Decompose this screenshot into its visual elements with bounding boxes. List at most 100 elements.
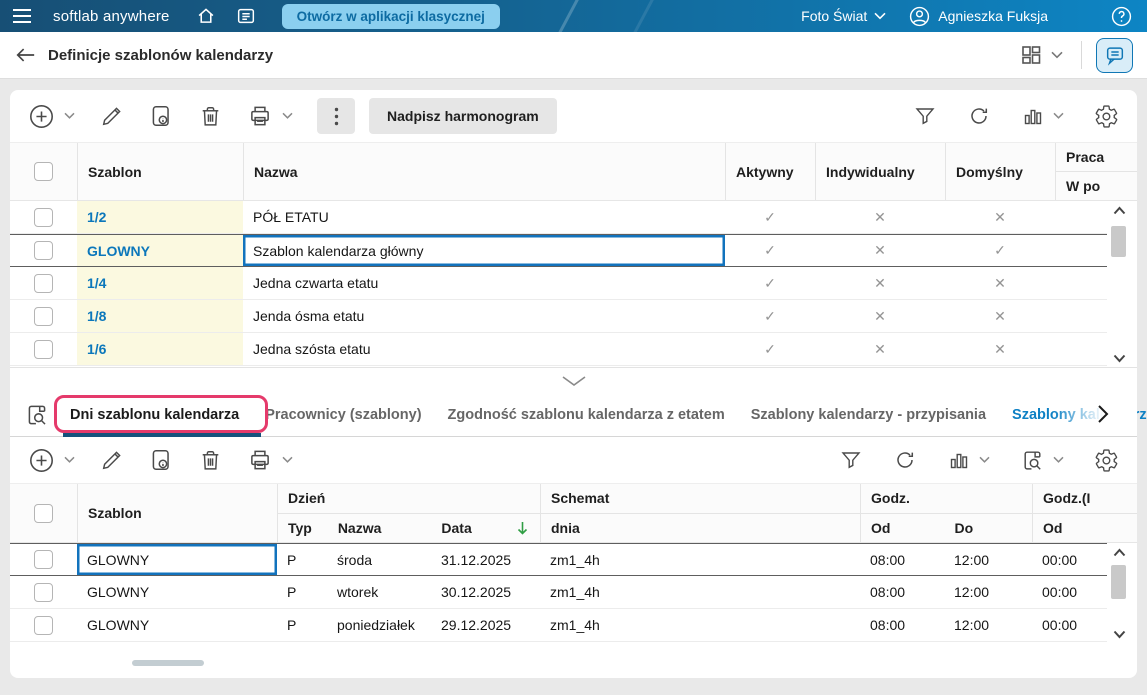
cell-nazwa[interactable]: PÓŁ ETATU xyxy=(253,209,329,225)
cell-szablon[interactable]: 1/2 xyxy=(77,201,243,233)
cell-nazwa-selected[interactable]: Szablon kalendarza główny xyxy=(243,235,725,266)
edit-button[interactable] xyxy=(99,448,124,473)
cell-nazwa[interactable]: Jedna szósta etatu xyxy=(253,341,371,357)
details-button[interactable] xyxy=(148,447,174,473)
table-row-selected[interactable]: GLOWNY P środa 31.12.2025 zm1_4h 08:00 1… xyxy=(10,543,1107,576)
cell-do[interactable]: 12:00 xyxy=(954,584,990,600)
chat-button[interactable] xyxy=(1096,37,1133,73)
cell-dzien-nazwa[interactable]: wtorek xyxy=(337,584,379,600)
company-selector[interactable]: Foto Świat xyxy=(801,8,886,24)
scrollbar-thumb[interactable] xyxy=(1111,226,1126,257)
table-row[interactable]: 1/2 PÓŁ ETATU ✓ ✕ ✕ xyxy=(10,201,1107,234)
select-all-checkbox[interactable] xyxy=(34,162,53,181)
more-actions-button[interactable] xyxy=(317,98,355,134)
hamburger-menu-icon[interactable] xyxy=(12,8,32,24)
preview-search-icon[interactable] xyxy=(24,402,50,428)
settings-button[interactable] xyxy=(1094,448,1119,473)
delete-button[interactable] xyxy=(198,104,223,129)
cell-nazwa[interactable]: Jenda ósma etatu xyxy=(253,308,365,324)
cell-od[interactable]: 08:00 xyxy=(870,617,906,633)
row-checkbox[interactable] xyxy=(34,241,53,260)
select-all-checkbox[interactable] xyxy=(34,503,53,523)
row-checkbox[interactable] xyxy=(34,306,53,326)
cell-typ[interactable]: P xyxy=(287,551,297,568)
cell-od2[interactable]: 00:00 xyxy=(1042,551,1078,568)
edit-button[interactable] xyxy=(99,104,124,129)
refresh-button[interactable] xyxy=(967,104,991,128)
col-header-dzien-nazwa[interactable]: Nazwa xyxy=(337,519,382,536)
cell-szablon[interactable]: GLOWNY xyxy=(87,617,150,633)
col-header-od[interactable]: Od xyxy=(871,519,891,536)
vertical-scrollbar[interactable] xyxy=(1108,201,1130,367)
print-button[interactable] xyxy=(247,447,293,473)
tab-pracownicy-szablony[interactable]: Pracownicy (szablony) xyxy=(265,406,422,423)
details-button[interactable] xyxy=(148,103,174,129)
table-row[interactable]: 1/8 Jenda ósma etatu ✓ ✕ ✕ xyxy=(10,300,1107,333)
cell-data[interactable]: 31.12.2025 xyxy=(441,551,512,568)
tabs-scroll-right-icon[interactable] xyxy=(1097,404,1109,424)
col-header-domyslny[interactable]: Domyślny xyxy=(945,143,1055,200)
col-header-nazwa[interactable]: Nazwa xyxy=(243,143,725,200)
settings-button[interactable] xyxy=(1094,104,1119,129)
cell-szablon-selected[interactable]: GLOWNY xyxy=(77,544,277,575)
cell-od[interactable]: 08:00 xyxy=(870,584,906,600)
col-header-do[interactable]: Do xyxy=(954,519,974,536)
tab-szablony-przypisania[interactable]: Szablony kalendarzy - przypisania xyxy=(750,406,987,423)
table-row[interactable]: 1/6 Jedna szósta etatu ✓ ✕ ✕ xyxy=(10,333,1107,366)
filter-button[interactable] xyxy=(913,104,937,128)
open-classic-app-button[interactable]: Otwórz w aplikacji klasycznej xyxy=(281,3,500,29)
home-icon[interactable] xyxy=(195,5,217,27)
table-row[interactable]: GLOWNY P poniedziałek 29.12.2025 zm1_4h … xyxy=(10,609,1107,642)
col-header-aktywny[interactable]: Aktywny xyxy=(725,143,815,200)
cell-do[interactable]: 12:00 xyxy=(954,551,990,568)
chart-button[interactable] xyxy=(947,448,990,472)
table-row[interactable]: 1/4 Jedna czwarta etatu ✓ ✕ ✕ xyxy=(10,267,1107,300)
refresh-button[interactable] xyxy=(893,448,917,472)
document-preview-button[interactable] xyxy=(1020,448,1064,473)
vertical-scrollbar[interactable] xyxy=(1108,543,1130,643)
add-button[interactable] xyxy=(28,103,75,130)
row-checkbox[interactable] xyxy=(34,207,53,227)
user-menu[interactable]: Agnieszka Fuksja xyxy=(908,5,1048,28)
back-button[interactable] xyxy=(14,45,36,65)
cell-dzien-nazwa[interactable]: poniedziałek xyxy=(337,617,415,633)
col-header-typ[interactable]: Typ xyxy=(288,519,312,536)
layout-switcher[interactable] xyxy=(1019,43,1063,67)
row-checkbox[interactable] xyxy=(34,582,53,602)
cell-schemat[interactable]: zm1_4h xyxy=(550,617,600,633)
scroll-up-icon[interactable] xyxy=(1108,201,1130,219)
cell-schemat[interactable]: zm1_4h xyxy=(550,584,600,600)
col-header-schemat-dnia[interactable]: Schemat dnia xyxy=(540,484,860,542)
cell-od[interactable]: 08:00 xyxy=(870,551,906,568)
cell-do[interactable]: 12:00 xyxy=(954,617,990,633)
col-header-szablon[interactable]: Szablon xyxy=(77,484,277,542)
col-header-data[interactable]: Data xyxy=(431,520,540,536)
scroll-up-icon[interactable] xyxy=(1108,543,1130,561)
col-header-indywidualny[interactable]: Indywidualny xyxy=(815,143,945,200)
col-header-praca[interactable]: Praca W po xyxy=(1055,143,1137,200)
filter-button[interactable] xyxy=(839,448,863,472)
cell-dzien-nazwa[interactable]: środa xyxy=(337,551,373,568)
chart-button[interactable] xyxy=(1021,104,1064,128)
tab-dni-szablonu-kalendarza[interactable]: Dni szablonu kalendarza xyxy=(70,406,240,423)
overwrite-schedule-button[interactable]: Nadpisz harmonogram xyxy=(369,98,557,134)
scroll-down-icon[interactable] xyxy=(1108,625,1130,643)
print-button[interactable] xyxy=(247,103,293,129)
cell-typ[interactable]: P xyxy=(287,617,297,633)
cell-schemat[interactable]: zm1_4h xyxy=(550,551,600,568)
delete-button[interactable] xyxy=(198,448,223,473)
table-row[interactable]: GLOWNY P wtorek 30.12.2025 zm1_4h 08:00 … xyxy=(10,576,1107,609)
cell-szablon[interactable]: GLOWNY xyxy=(87,584,150,600)
col-header-szablon[interactable]: Szablon xyxy=(77,143,243,200)
cell-data[interactable]: 29.12.2025 xyxy=(441,617,512,633)
cell-od2[interactable]: 00:00 xyxy=(1042,584,1078,600)
cell-szablon[interactable]: 1/4 xyxy=(77,267,243,299)
row-checkbox[interactable] xyxy=(34,339,53,359)
add-button[interactable] xyxy=(28,447,75,474)
scrollbar-thumb[interactable] xyxy=(1111,565,1126,599)
cell-nazwa[interactable]: Jedna czwarta etatu xyxy=(253,275,379,291)
horizontal-scrollbar-thumb[interactable] xyxy=(132,660,204,666)
news-icon[interactable] xyxy=(235,5,257,27)
scroll-down-icon[interactable] xyxy=(1108,349,1130,367)
row-checkbox[interactable] xyxy=(34,615,53,635)
